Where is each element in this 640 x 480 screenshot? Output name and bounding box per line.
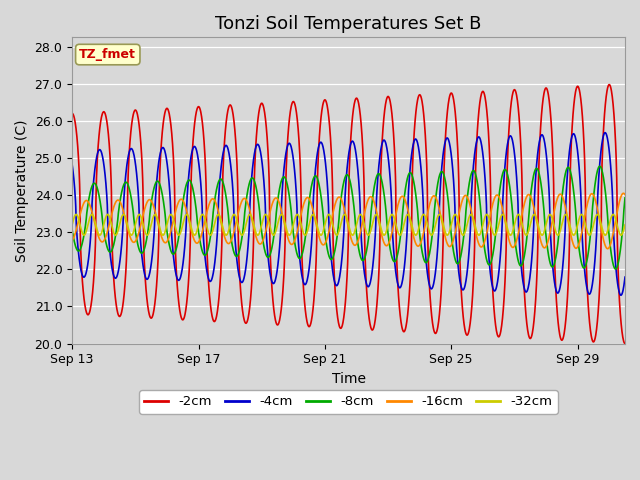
-2cm <box>605 82 612 88</box>
-32cm <box>97 232 104 238</box>
-8cm <box>337 196 345 202</box>
-32cm <box>323 216 330 221</box>
Line: -2cm: -2cm <box>72 84 625 344</box>
-32cm <box>337 219 345 225</box>
-32cm <box>621 222 629 228</box>
-32cm <box>68 222 76 228</box>
-4cm <box>605 148 613 154</box>
-16cm <box>605 245 612 251</box>
Line: -16cm: -16cm <box>72 193 625 249</box>
-8cm <box>605 234 613 240</box>
-8cm <box>612 266 620 272</box>
-4cm <box>605 145 612 151</box>
-2cm <box>68 110 76 116</box>
-2cm <box>337 325 345 331</box>
-8cm <box>68 227 76 233</box>
-8cm <box>621 195 629 201</box>
-32cm <box>380 232 388 238</box>
-16cm <box>323 238 330 244</box>
-4cm <box>617 292 625 298</box>
-2cm <box>504 158 511 164</box>
Legend: -2cm, -4cm, -8cm, -16cm, -32cm: -2cm, -4cm, -8cm, -16cm, -32cm <box>139 390 558 414</box>
-32cm <box>605 221 613 227</box>
-2cm <box>605 82 613 87</box>
-4cm <box>621 274 629 280</box>
-32cm <box>309 212 317 217</box>
Title: Tonzi Soil Temperatures Set B: Tonzi Soil Temperatures Set B <box>216 15 482 33</box>
-8cm <box>323 240 330 246</box>
-2cm <box>621 341 629 347</box>
Line: -32cm: -32cm <box>72 215 625 235</box>
-16cm <box>620 191 627 196</box>
-16cm <box>604 246 611 252</box>
-2cm <box>605 82 612 87</box>
X-axis label: Time: Time <box>332 372 365 386</box>
-4cm <box>337 264 345 270</box>
-4cm <box>323 168 330 174</box>
Line: -8cm: -8cm <box>72 166 625 269</box>
-16cm <box>504 231 511 237</box>
-4cm <box>601 130 609 135</box>
Line: -4cm: -4cm <box>72 132 625 295</box>
-8cm <box>605 231 612 237</box>
-16cm <box>337 196 345 202</box>
-32cm <box>504 228 512 233</box>
-4cm <box>97 147 104 153</box>
Text: TZ_fmet: TZ_fmet <box>79 48 136 61</box>
-8cm <box>97 200 104 206</box>
-16cm <box>68 238 76 243</box>
-4cm <box>68 162 76 168</box>
-32cm <box>605 222 613 228</box>
-2cm <box>323 99 330 105</box>
-8cm <box>596 163 604 169</box>
-16cm <box>605 244 613 250</box>
Y-axis label: Soil Temperature (C): Soil Temperature (C) <box>15 119 29 262</box>
-4cm <box>504 142 511 147</box>
-8cm <box>504 171 511 177</box>
-16cm <box>621 192 629 197</box>
-16cm <box>97 238 104 243</box>
-2cm <box>97 121 104 127</box>
